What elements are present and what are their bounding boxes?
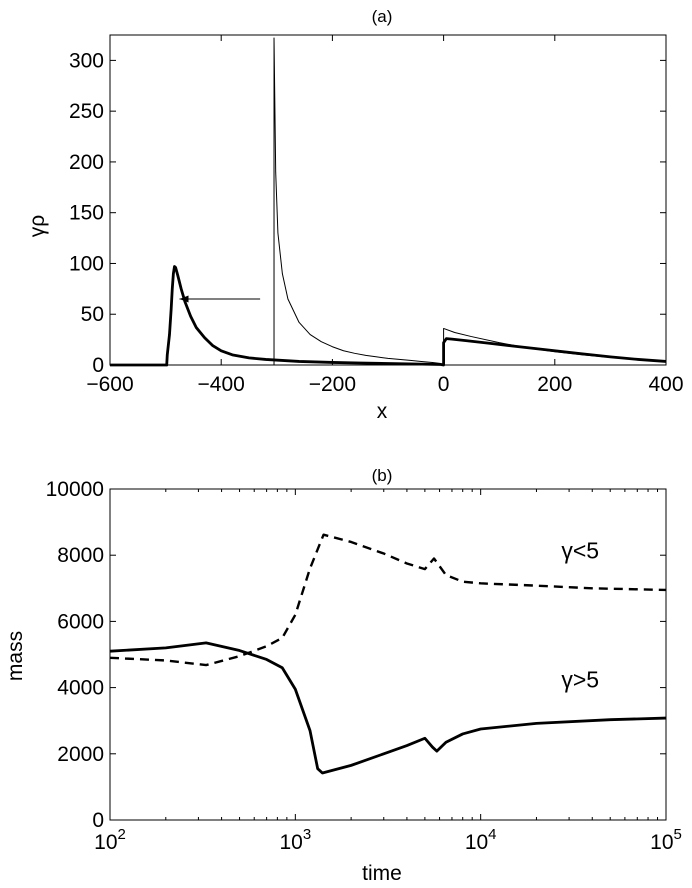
panel-b-annotations: γ<5 γ>5 — [561, 538, 599, 693]
panel-b: (b) 102 103 104 105 0200040006000800010000 … — [4, 466, 682, 885]
panel-a: (a) −600 −400 −200 0 200 400 0 50 100 150 200 250 3… — [26, 7, 684, 423]
y-tick-label: 0 — [92, 354, 104, 377]
x-tick-label: −600 — [86, 373, 133, 396]
axes-frame — [109, 488, 667, 821]
y-tick-label: 100 — [69, 252, 104, 275]
panel-b-title: (b) — [372, 466, 393, 485]
panel-b-plot-area — [109, 488, 667, 821]
y-tick-label: 150 — [69, 202, 104, 225]
series-line-solid — [109, 641, 667, 775]
y-tick-label: 6000 — [57, 610, 104, 633]
x-tick-label: 102 — [94, 826, 126, 854]
series-line-thin — [110, 37, 667, 366]
panel-a-title: (a) — [372, 7, 393, 26]
y-tick-label: 10000 — [46, 478, 104, 501]
series-line-thick — [110, 265, 667, 367]
panel-a-y-axis-label: γρ — [26, 215, 49, 238]
series-label: γ>5 — [561, 667, 599, 693]
series-label: γ<5 — [561, 538, 599, 564]
x-tick-label: −400 — [198, 373, 245, 396]
x-tick-label: −200 — [309, 373, 356, 396]
panel-a-plot-area — [109, 34, 667, 367]
y-tick-label: 300 — [69, 49, 104, 72]
y-tick-label: 0 — [92, 809, 104, 832]
x-tick-label: 104 — [465, 826, 497, 854]
panel-a-x-axis-label: x — [377, 400, 388, 423]
x-tick-label: 200 — [537, 373, 572, 396]
panel-a-x-ticks: −600 −400 −200 0 200 400 — [86, 35, 684, 396]
y-tick-label: 200 — [69, 151, 104, 174]
x-tick-label: 400 — [648, 373, 683, 396]
x-tick-label: 105 — [650, 826, 682, 854]
axes-frame — [109, 34, 667, 366]
y-tick-label: 8000 — [57, 544, 104, 567]
panel-b-y-ticks: 0 2000 4000 6000 8000 10000 — [46, 478, 666, 832]
panel-a-y-ticks: 0 50 100 150 200 250 300 — [69, 49, 666, 377]
panel-b-x-ticks: 102 103 104 105 — [94, 489, 682, 854]
y-tick-label: 2000 — [57, 743, 104, 766]
x-tick-label: 0 — [438, 373, 450, 396]
series-line-dashed — [109, 533, 667, 667]
y-tick-label: 50 — [81, 303, 104, 326]
y-tick-label: 4000 — [57, 677, 104, 700]
panel-b-x-axis-label: time — [362, 862, 402, 885]
x-tick-label: 103 — [279, 826, 311, 854]
panel-b-y-axis-label: mass — [4, 631, 27, 681]
arrow-head-icon — [179, 295, 189, 303]
y-tick-label: 250 — [69, 100, 104, 123]
